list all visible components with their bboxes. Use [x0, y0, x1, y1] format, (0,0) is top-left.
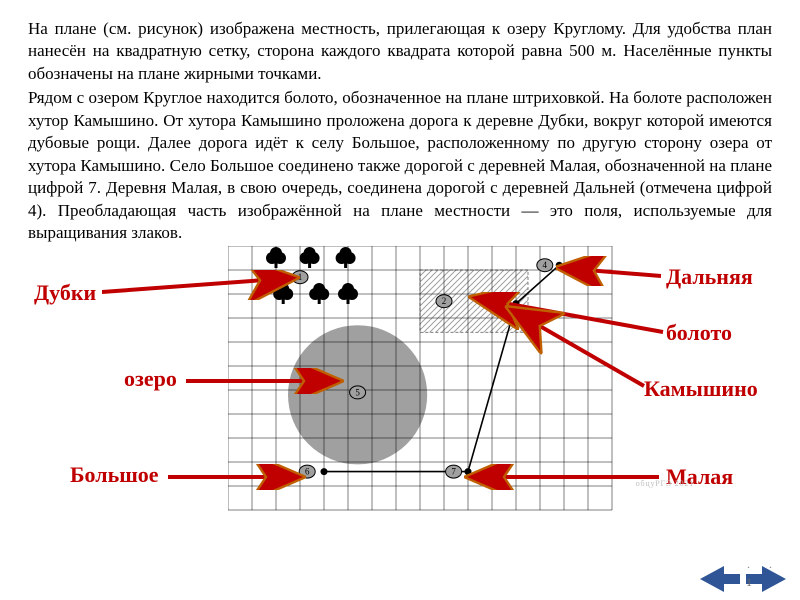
- arrow-ozero: [186, 368, 346, 394]
- nav-prev-icon[interactable]: [700, 566, 740, 592]
- svg-text:5: 5: [355, 388, 360, 398]
- arrow-bolshoe: [168, 464, 308, 490]
- svg-text:7: 7: [451, 467, 456, 477]
- arrow-kamyshino: [504, 304, 654, 394]
- arrow-dalnyaya: [556, 256, 666, 286]
- attribution-text: обцуРГЭ 2021: [636, 479, 694, 488]
- svg-text:2: 2: [442, 297, 447, 307]
- page-number: 1: [746, 575, 752, 590]
- paragraph-2: Рядом с озером Круглое находится болото,…: [28, 87, 772, 244]
- page-dots: . .: [747, 557, 780, 572]
- label-dubki: Дубки: [34, 280, 96, 306]
- task-text: На плане (см. рисунок) изображена местно…: [28, 18, 772, 244]
- label-boloto: болото: [666, 320, 732, 346]
- figure-area: 1234567 Дубки озеро Большое Дальняя боло…: [28, 246, 772, 518]
- arrow-malaya: [464, 464, 664, 490]
- paragraph-1: На плане (см. рисунок) изображена местно…: [28, 18, 772, 85]
- label-kamyshino: Камышино: [644, 376, 758, 402]
- arrow-dubki: [102, 270, 302, 300]
- label-ozero: озеро: [124, 366, 177, 392]
- svg-text:4: 4: [543, 261, 548, 271]
- label-dalnyaya: Дальняя: [666, 264, 753, 290]
- label-bolshoe: Большое: [70, 462, 159, 488]
